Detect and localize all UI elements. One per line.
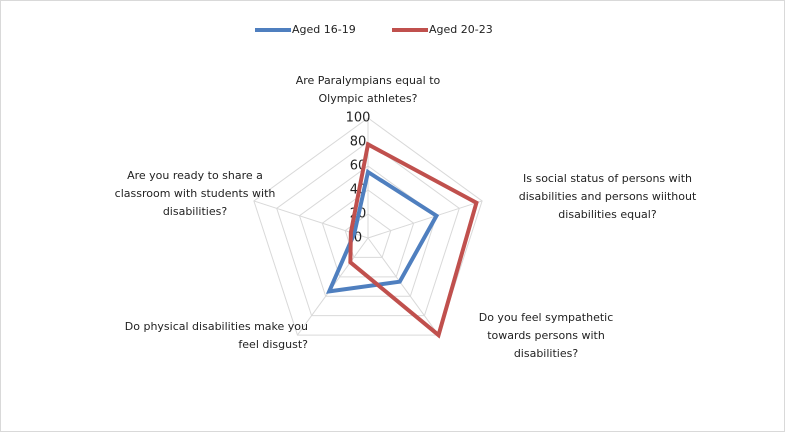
r-tick-label: 80 <box>350 135 367 150</box>
legend-label: Aged 20-23 <box>429 23 493 36</box>
series-line <box>325 168 440 294</box>
axis-spoke <box>367 237 439 336</box>
r-tick-label: 0 <box>354 231 362 246</box>
grid-line <box>276 141 460 317</box>
axis-category-label: Are you ready to share a classroom with … <box>114 169 276 218</box>
axis-spoke <box>367 200 483 239</box>
series-line <box>348 141 479 339</box>
axis-category-label: Do you feel sympathetic towards persons … <box>478 311 614 360</box>
axis-category-label: Is social status of persons with disabil… <box>518 172 697 221</box>
axis-category-label: Are Paralympians equal to Olympic athlet… <box>295 74 441 105</box>
axis-category-label: Do physical disabilities make you feel d… <box>124 320 308 351</box>
grid-line <box>344 213 392 258</box>
r-tick-label: 100 <box>346 111 371 126</box>
grid-line <box>253 117 483 336</box>
legend-label: Aged 16-19 <box>292 23 356 36</box>
